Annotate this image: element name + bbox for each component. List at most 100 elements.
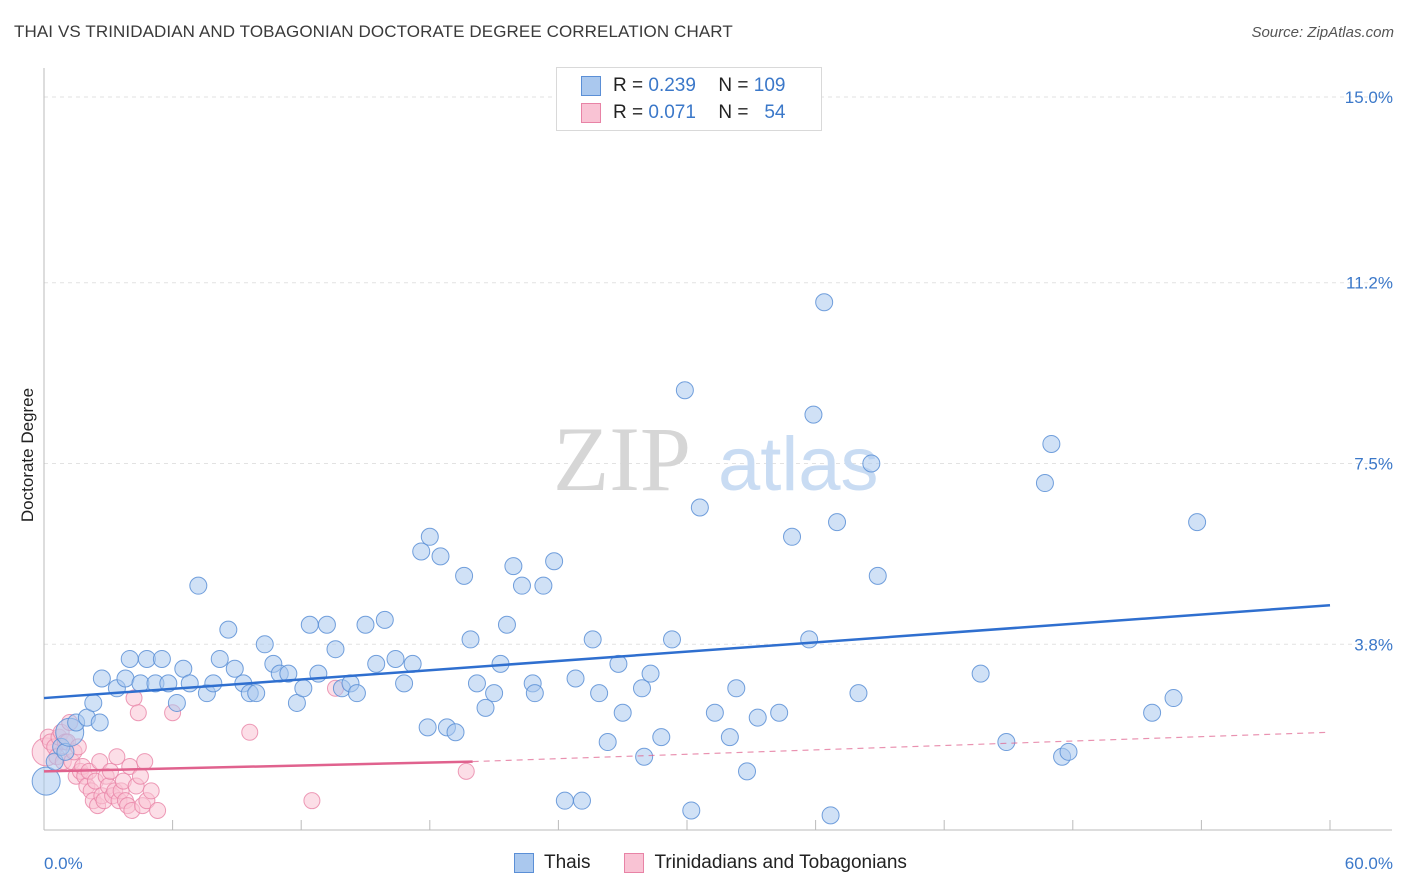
legend-n-value-tt: 54 bbox=[764, 102, 786, 123]
thai-point bbox=[167, 693, 186, 712]
thai-point bbox=[635, 747, 654, 766]
x-tick-label-max: 60.0% bbox=[1345, 854, 1393, 873]
watermark-zip: ZIP bbox=[553, 408, 691, 510]
thai-point bbox=[662, 630, 681, 649]
thai-point bbox=[412, 542, 431, 561]
watermark: ZIP atlas bbox=[553, 408, 879, 510]
thai-point bbox=[317, 615, 336, 634]
thai-point bbox=[971, 664, 990, 683]
thai-point bbox=[356, 615, 375, 634]
thai-point bbox=[705, 703, 724, 722]
thai-point bbox=[1143, 703, 1162, 722]
thai-point bbox=[204, 674, 223, 693]
source-label: Source: ZipAtlas.com bbox=[1251, 24, 1394, 41]
thai-point bbox=[120, 649, 139, 668]
legend-swatch-tt bbox=[624, 853, 645, 873]
x-tick-label-min: 0.0% bbox=[44, 854, 83, 873]
thai-point bbox=[862, 454, 881, 473]
legend-r-label: R = bbox=[613, 75, 644, 96]
series-thais-points bbox=[31, 293, 1207, 825]
thai-point bbox=[598, 733, 617, 752]
thai-point bbox=[300, 615, 319, 634]
thai-point bbox=[583, 630, 602, 649]
thai-point bbox=[255, 635, 274, 654]
legend-n-value-thais: 109 bbox=[753, 75, 786, 96]
thai-point bbox=[641, 664, 660, 683]
thai-point bbox=[800, 630, 819, 649]
thai-point bbox=[84, 693, 103, 712]
thai-point bbox=[476, 698, 495, 717]
y-tick-label: 15.0% bbox=[1345, 88, 1393, 107]
tt-point bbox=[142, 782, 160, 800]
thai-point bbox=[116, 669, 135, 688]
thai-point bbox=[90, 713, 109, 732]
tt-point bbox=[149, 801, 167, 819]
legend-r-value-thais: 0.239 bbox=[648, 75, 696, 96]
thai-point bbox=[675, 381, 694, 400]
thai-point bbox=[849, 684, 868, 703]
thai-point bbox=[534, 576, 553, 595]
thai-point bbox=[1059, 742, 1078, 761]
thai-point bbox=[294, 679, 313, 698]
legend-row-tt: R = 0.071 N = 54 bbox=[581, 100, 785, 126]
watermark-atlas: atlas bbox=[718, 422, 879, 507]
thai-point bbox=[375, 610, 394, 629]
legend-n-label: N = bbox=[718, 102, 749, 123]
thai-point bbox=[420, 527, 439, 546]
thai-point bbox=[152, 649, 171, 668]
thai-point bbox=[512, 576, 531, 595]
thai-point bbox=[590, 684, 609, 703]
legend-r-value-tt: 0.071 bbox=[648, 102, 696, 123]
legend-row-thais: R = 0.239 N = 109 bbox=[581, 73, 785, 99]
thai-point bbox=[504, 557, 523, 576]
thai-point bbox=[1188, 513, 1207, 532]
thai-point bbox=[467, 674, 486, 693]
tick-labels: 15.0% 11.2% 7.5% 3.8% 0.0% 60.0% bbox=[44, 88, 1393, 873]
thai-point bbox=[131, 674, 150, 693]
thai-point bbox=[210, 649, 229, 668]
series-legend: Thais Trinidadians and Tobagonians bbox=[514, 852, 941, 874]
tt-point bbox=[241, 723, 259, 741]
grid-lines bbox=[44, 96, 1392, 645]
thai-point bbox=[690, 498, 709, 517]
thai-point bbox=[720, 728, 739, 747]
thai-point bbox=[1035, 474, 1054, 493]
thai-point bbox=[770, 703, 789, 722]
thai-point bbox=[1042, 434, 1061, 453]
legend-swatch-thais bbox=[514, 853, 534, 873]
legend-item-thais[interactable]: Thais bbox=[514, 852, 590, 874]
thai-point bbox=[738, 762, 757, 781]
thai-point bbox=[386, 649, 405, 668]
tt-point bbox=[457, 762, 475, 780]
thai-point bbox=[1164, 689, 1183, 708]
thai-point bbox=[189, 576, 208, 595]
thai-point bbox=[652, 728, 671, 747]
thai-point bbox=[367, 654, 386, 673]
tt-point bbox=[108, 748, 126, 766]
thai-point bbox=[347, 684, 366, 703]
tt-point bbox=[303, 792, 321, 810]
legend-label-tt: Trinidadians and Tobagonians bbox=[654, 852, 907, 873]
thai-point bbox=[225, 659, 244, 678]
chart-title: THAI VS TRINIDADIAN AND TOBAGONIAN DOCTO… bbox=[14, 22, 733, 41]
thai-point bbox=[431, 547, 450, 566]
tt-point bbox=[131, 767, 149, 785]
legend-item-tt[interactable]: Trinidadians and Tobagonians bbox=[624, 852, 907, 874]
thai-point bbox=[828, 513, 847, 532]
thai-point bbox=[180, 674, 199, 693]
thai-point bbox=[395, 674, 414, 693]
tt-point bbox=[101, 762, 119, 780]
thai-point bbox=[682, 801, 701, 820]
thai-point bbox=[997, 733, 1016, 752]
thai-point bbox=[279, 664, 298, 683]
thai-point bbox=[572, 791, 591, 810]
thai-point bbox=[455, 566, 474, 585]
y-tick-label: 7.5% bbox=[1354, 455, 1393, 474]
axes bbox=[43, 68, 1392, 831]
thai-point bbox=[613, 703, 632, 722]
thai-point bbox=[418, 718, 437, 737]
legend-swatch-tt bbox=[581, 103, 601, 123]
thai-point bbox=[326, 640, 345, 659]
thai-point bbox=[525, 684, 544, 703]
thai-point bbox=[555, 791, 574, 810]
